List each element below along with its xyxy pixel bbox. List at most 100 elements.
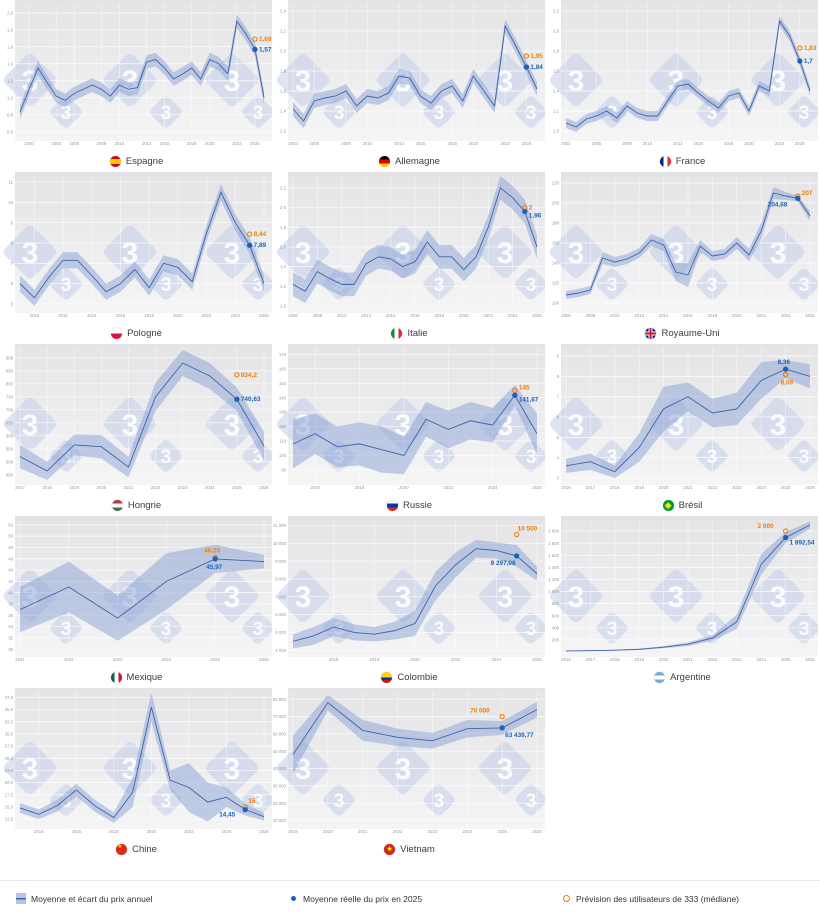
std-band — [20, 544, 264, 641]
svg-text:2025: 2025 — [781, 657, 791, 662]
svg-text:20,0: 20,0 — [5, 780, 14, 785]
svg-text:3: 3 — [22, 409, 39, 442]
svg-text:2,0: 2,0 — [7, 10, 14, 15]
svg-text:2010: 2010 — [362, 141, 372, 146]
charts-grid: 3333330,60,81,01,21,41,61,82,02000200320… — [0, 0, 820, 860]
svg-text:2023: 2023 — [428, 829, 438, 834]
watermark-3-icon: 3 — [150, 612, 182, 644]
svg-text:2016: 2016 — [72, 829, 82, 834]
prediction-marker — [797, 45, 803, 51]
svg-text:400: 400 — [552, 625, 560, 630]
svg-text:2026: 2026 — [805, 313, 815, 318]
flag-mx-icon — [110, 671, 122, 683]
prediction-value-label: 1,95 — [530, 53, 543, 60]
svg-text:7: 7 — [557, 394, 560, 399]
svg-text:3: 3 — [526, 103, 537, 124]
svg-text:2018: 2018 — [435, 313, 445, 318]
svg-text:1,4: 1,4 — [553, 89, 560, 94]
svg-text:2024: 2024 — [756, 485, 766, 490]
svg-text:2026: 2026 — [805, 485, 815, 490]
pred-circle-icon — [563, 895, 570, 902]
svg-text:3: 3 — [497, 237, 514, 270]
svg-text:2006: 2006 — [288, 313, 298, 318]
svg-text:1,2: 1,2 — [7, 78, 14, 83]
svg-text:3: 3 — [395, 581, 412, 614]
svg-text:2012: 2012 — [634, 313, 644, 318]
svg-text:180: 180 — [552, 221, 560, 226]
std-band — [293, 176, 537, 304]
svg-text:60 000: 60 000 — [273, 731, 287, 736]
svg-text:220: 220 — [552, 181, 560, 186]
prediction-marker — [234, 372, 240, 378]
prediction-value-label: 70 000 — [470, 708, 490, 715]
svg-text:3: 3 — [161, 275, 172, 296]
svg-text:90: 90 — [281, 467, 286, 472]
country-name: Colombie — [397, 671, 438, 683]
svg-text:2005: 2005 — [309, 141, 319, 146]
chart-it: 3333331,01,21,41,61,82,02,22006200820102… — [276, 172, 545, 318]
country-name: Pologne — [127, 327, 162, 339]
country-label: Argentine — [546, 668, 819, 686]
svg-text:12,5: 12,5 — [5, 817, 14, 822]
svg-text:3: 3 — [770, 409, 787, 442]
std-band — [293, 539, 537, 649]
flag-de-icon — [379, 155, 391, 167]
svg-text:1,0: 1,0 — [553, 129, 560, 134]
mean-line — [565, 368, 811, 473]
real-value-label: 1,96 — [529, 212, 542, 219]
svg-text:850: 850 — [6, 368, 14, 373]
real-value-label: 8,36 — [778, 359, 791, 366]
mean-line — [19, 707, 265, 819]
prediction-value-label: 8,09 — [781, 380, 794, 387]
svg-text:200: 200 — [552, 201, 560, 206]
country-name: Brésil — [678, 499, 703, 511]
svg-text:3: 3 — [668, 581, 685, 614]
svg-text:2026: 2026 — [259, 657, 269, 662]
watermark-3-icon: 3 — [515, 440, 545, 472]
watermark-3-icon: 3 — [242, 268, 272, 300]
svg-text:2018: 2018 — [187, 141, 197, 146]
band-swatch-icon — [16, 893, 26, 904]
std-band — [20, 14, 264, 120]
svg-text:25,0: 25,0 — [5, 756, 14, 761]
prediction-value-label: 207 — [802, 190, 813, 197]
watermark-3-icon: 3 — [549, 53, 603, 107]
country-label: Vietnam — [273, 840, 546, 858]
watermark-3-icon: 3 — [50, 96, 82, 128]
svg-text:2022: 2022 — [393, 829, 403, 834]
svg-text:750: 750 — [6, 394, 14, 399]
real-value-label: 45,97 — [206, 564, 222, 571]
svg-text:5: 5 — [557, 435, 560, 440]
mean-line — [292, 702, 538, 755]
watermark-3-icon: 3 — [423, 268, 455, 300]
svg-text:9: 9 — [557, 354, 560, 359]
svg-text:1,2: 1,2 — [553, 109, 560, 114]
svg-text:2008: 2008 — [97, 141, 107, 146]
svg-text:2003: 2003 — [288, 141, 298, 146]
country-label: France — [546, 152, 819, 170]
chart-card-hu: 333333450 500 550 600 650 700 750 800 850 900 2017… — [0, 344, 273, 516]
legend-item-real: Moyenne réelle du prix en 2025 — [273, 893, 546, 904]
svg-text:2022: 2022 — [64, 657, 74, 662]
watermark-3-icon: 3 — [50, 612, 82, 644]
svg-text:2026: 2026 — [259, 313, 269, 318]
chart-card-gb: 3 3 3 3 3 3 100 120 140 160 180 200 220 2006 2008 2010 2… — [546, 172, 819, 344]
svg-text:3: 3 — [253, 791, 264, 812]
real-dot-icon — [291, 896, 296, 901]
country-name: Espagne — [125, 155, 164, 167]
real-value-label: 141,67 — [519, 396, 539, 403]
watermark-3-icon: 3 — [323, 96, 355, 128]
svg-text:22,5: 22,5 — [5, 768, 14, 773]
svg-text:48: 48 — [8, 545, 13, 550]
chart-card-ar: 3 3 3 3 3 3 200 400 600 800 1 000 1 200 1 400 1 600 1 … — [546, 516, 819, 688]
svg-text:2020: 2020 — [469, 141, 479, 146]
mean-line — [292, 548, 538, 642]
svg-text:3: 3 — [224, 753, 241, 786]
svg-text:10: 10 — [8, 200, 13, 205]
prediction-marker — [246, 231, 253, 237]
chart-card-ru: 3333339010011012013014015016017020162018… — [273, 344, 546, 516]
